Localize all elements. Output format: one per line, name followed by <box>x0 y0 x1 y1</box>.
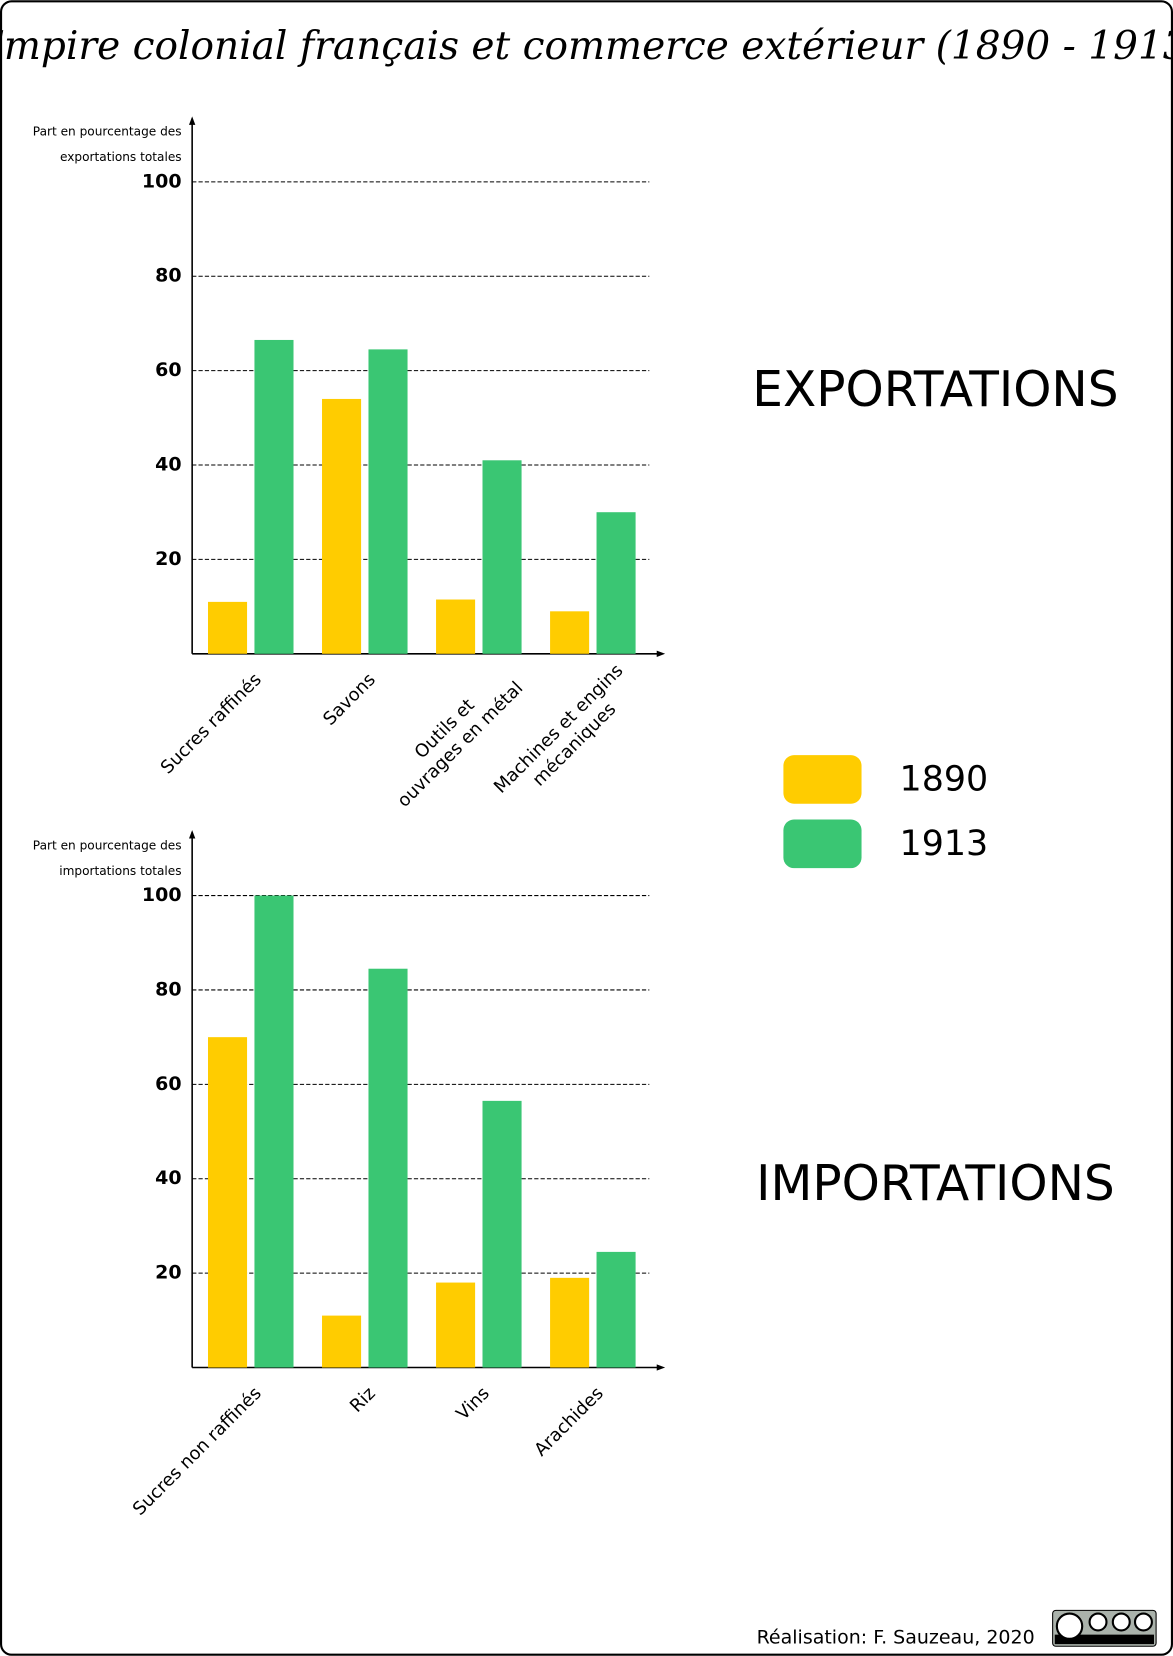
y-axis-arrow <box>188 116 196 125</box>
y-axis-label: exportations totales <box>60 150 182 164</box>
y-axis-label: Part en pourcentage des <box>33 838 182 852</box>
legend-swatch <box>783 819 862 869</box>
bar <box>596 1251 636 1368</box>
bar <box>207 1037 248 1368</box>
y-tick-label: 60 <box>155 1073 181 1095</box>
y-tick-label: 20 <box>155 548 181 570</box>
page-title: Empire colonial français et commerce ext… <box>0 24 1173 69</box>
bar <box>254 339 294 654</box>
bar <box>322 398 362 654</box>
bar <box>550 1277 590 1368</box>
y-tick-label: 60 <box>155 359 181 381</box>
bar <box>207 601 248 654</box>
credit: Réalisation: F. Sauzeau, 2020 <box>757 1626 1035 1648</box>
license-badge <box>1052 1609 1157 1647</box>
chart-title: EXPORTATIONS <box>752 362 1118 418</box>
x-axis-arrow <box>656 1364 666 1371</box>
legend-swatch <box>783 755 862 804</box>
y-axis-arrow <box>188 830 196 839</box>
bar <box>322 1315 362 1368</box>
bar <box>368 968 408 1368</box>
bar <box>254 895 294 1368</box>
y-tick-label: 20 <box>155 1262 181 1284</box>
bar <box>482 1100 522 1368</box>
bar <box>482 460 522 654</box>
y-tick-label: 80 <box>155 978 181 1000</box>
y-tick-label: 40 <box>155 454 181 476</box>
bar <box>436 1282 476 1368</box>
y-tick-label: 80 <box>155 265 181 287</box>
bar <box>550 611 590 654</box>
y-tick-label: 40 <box>155 1167 181 1189</box>
y-axis-label: importations totales <box>59 864 181 878</box>
y-tick-label: 100 <box>142 170 182 192</box>
chart-title: IMPORTATIONS <box>756 1156 1115 1212</box>
legend-label: 1913 <box>900 824 989 864</box>
y-axis-label: Part en pourcentage des <box>33 125 182 139</box>
legend-label: 1890 <box>900 759 989 799</box>
bar <box>368 349 408 654</box>
bar <box>436 599 476 654</box>
y-tick-label: 100 <box>142 884 182 906</box>
x-axis-arrow <box>656 650 666 657</box>
bar <box>596 512 636 654</box>
